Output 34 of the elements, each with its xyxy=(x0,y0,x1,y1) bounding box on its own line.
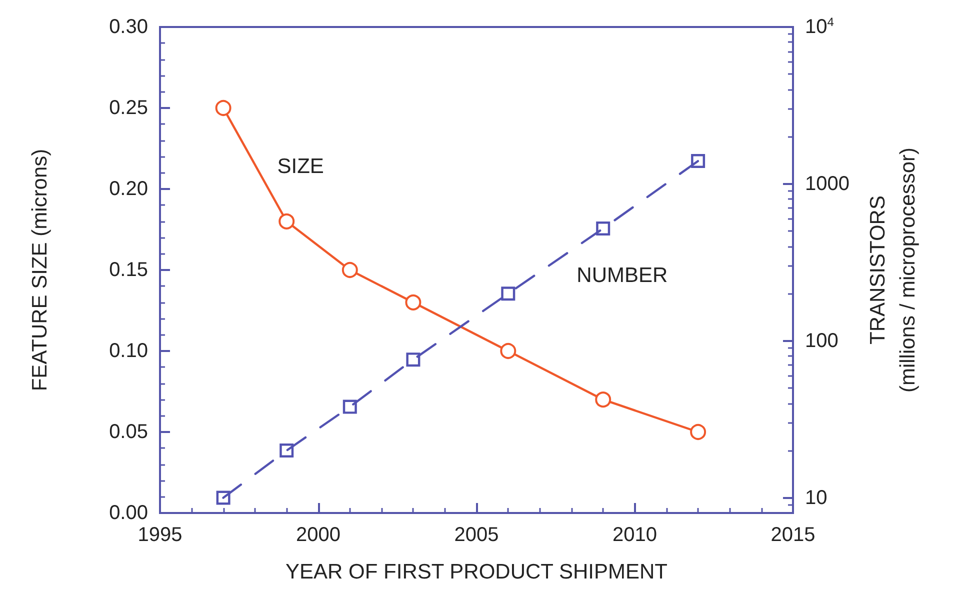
point xyxy=(691,154,706,168)
point xyxy=(405,294,422,310)
y-tick-label: 0.10 xyxy=(109,340,148,362)
series-label: SIZE xyxy=(277,154,324,178)
point xyxy=(406,352,420,367)
point xyxy=(342,400,357,414)
y2-tick-label: 10 xyxy=(805,486,828,509)
y-tick-label: 0.30 xyxy=(109,16,148,38)
point xyxy=(342,262,358,278)
point xyxy=(501,286,516,301)
x-tick-label: 2005 xyxy=(454,524,499,546)
x-tick-label: 1995 xyxy=(138,524,182,546)
point xyxy=(690,424,706,440)
point xyxy=(500,343,516,359)
x-axis-title: YEAR OF FIRST PRODUCT SHIPMENT xyxy=(286,560,668,584)
y-axis-title: FEATURE SIZE (microns) xyxy=(28,148,52,392)
point xyxy=(215,100,232,116)
y-tick-label: 0.25 xyxy=(109,97,148,119)
point xyxy=(280,444,294,458)
x-tick-label: 2010 xyxy=(612,524,657,546)
point xyxy=(216,490,230,505)
y-tick-label: 0.15 xyxy=(109,259,148,281)
point xyxy=(596,222,610,236)
y-tick-label: 0.05 xyxy=(109,421,148,443)
y2-axis-title: TRANSISTORS (millions / microprocessor) xyxy=(866,147,920,393)
y2-tick-label: 1000 xyxy=(805,172,850,195)
x-tick-label: 2000 xyxy=(296,524,340,546)
point xyxy=(595,392,612,408)
series-label: NUMBER xyxy=(576,264,668,288)
y2-tick-label: 100 xyxy=(805,330,838,352)
x-tick-label: 2015 xyxy=(770,524,816,546)
y-tick-label: 0.20 xyxy=(109,178,148,200)
y-tick-label: 0.00 xyxy=(109,502,148,524)
point xyxy=(278,213,295,230)
